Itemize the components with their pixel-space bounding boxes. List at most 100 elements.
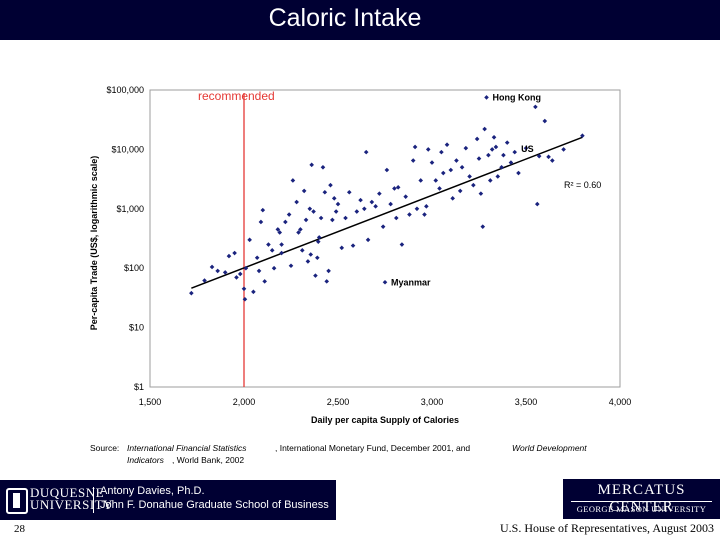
data-point (243, 265, 249, 271)
data-point (315, 255, 320, 261)
data-point (388, 201, 393, 207)
data-point (279, 242, 284, 247)
data-point (476, 156, 482, 161)
data-point (407, 212, 412, 217)
data-point (454, 158, 459, 163)
y-tick-label: $100,000 (106, 85, 144, 95)
data-point (501, 152, 506, 158)
mercatus-name: MERCATUS CENTER (597, 482, 686, 515)
x-tick-label: 4,000 (609, 397, 632, 407)
data-point (403, 194, 408, 199)
data-point (339, 245, 345, 251)
data-point (335, 201, 341, 207)
school-name: John F. Donahue Graduate School of Busin… (100, 499, 329, 511)
logo-divider (93, 487, 94, 513)
data-point (247, 237, 252, 243)
data-point (311, 209, 316, 214)
data-point (536, 153, 542, 159)
x-tick-label: 2,500 (327, 397, 350, 407)
footer-credit: U.S. House of Representatives, August 20… (500, 521, 714, 535)
reference-line-label: recommended (198, 89, 275, 103)
y-tick-label: $1 (134, 382, 144, 392)
data-point (474, 136, 480, 142)
data-point (393, 215, 399, 221)
data-point (422, 212, 427, 217)
data-point (459, 164, 465, 170)
data-point (480, 224, 486, 229)
data-point (369, 199, 375, 205)
data-point (303, 217, 309, 223)
data-point (309, 162, 314, 168)
author-name: Antony Davies, Ph.D. (100, 485, 205, 497)
data-point (251, 289, 256, 295)
data-point (395, 185, 401, 190)
data-point (489, 147, 495, 152)
data-point (412, 144, 418, 150)
data-point (308, 252, 314, 257)
x-tick-label: 3,000 (421, 397, 444, 407)
data-point (392, 186, 397, 191)
data-point (546, 154, 551, 160)
data-point (277, 230, 283, 235)
data-point (380, 224, 386, 229)
data-point (457, 188, 463, 194)
data-point (382, 279, 388, 285)
data-point (410, 158, 416, 163)
data-point (333, 209, 339, 214)
data-point (467, 174, 472, 179)
source-publication-wdi: World Development (512, 443, 587, 453)
data-point (354, 209, 360, 214)
data-point (226, 253, 232, 259)
x-tick-label: 1,500 (139, 397, 162, 407)
y-tick-label: $1,000 (116, 204, 144, 214)
data-point (433, 178, 439, 183)
data-point (260, 207, 266, 213)
data-point (328, 182, 333, 188)
data-point (232, 250, 237, 256)
data-point (484, 95, 489, 100)
data-point (550, 158, 555, 163)
data-point (275, 227, 281, 232)
point-annotation: Myanmar (391, 277, 431, 287)
mercatus-divider (571, 501, 712, 502)
data-point (429, 160, 435, 165)
x-tick-label: 3,500 (515, 397, 538, 407)
data-point (294, 199, 299, 205)
data-point (318, 215, 324, 221)
point-annotation: US (521, 144, 534, 154)
source-publication-ifs: International Financial Statistics (127, 443, 247, 453)
y-tick-label: $100 (124, 263, 144, 273)
data-point (399, 242, 405, 247)
data-point (444, 142, 450, 147)
data-point (279, 250, 284, 256)
gmu-name: GEORGE MASON UNIVERSITY (576, 504, 707, 514)
point-annotation: Hong Kong (493, 92, 542, 102)
duquesne-name: DUQUESNE UNIVERSITY (30, 485, 113, 512)
x-axis-label: Daily per capita Supply of Calories (311, 415, 459, 425)
data-point (491, 134, 497, 140)
data-point (478, 191, 484, 196)
data-point (542, 118, 548, 124)
data-point (346, 189, 352, 195)
source-prefix: Source: (90, 443, 120, 453)
data-point (363, 149, 369, 155)
data-point (298, 227, 303, 232)
data-point (516, 170, 521, 176)
data-point (222, 270, 228, 275)
x-tick-label: 2,000 (233, 397, 256, 407)
data-point (512, 149, 518, 155)
data-point (495, 174, 501, 179)
data-point (269, 248, 275, 253)
y-tick-label: $10 (129, 323, 144, 333)
data-point (499, 164, 504, 170)
data-point (320, 164, 326, 170)
slide-number: 28 (14, 523, 25, 535)
data-point (215, 268, 220, 274)
mercatus-logo: MERCATUS CENTER GEORGE MASON UNIVERSITY (563, 479, 720, 519)
data-point (241, 286, 247, 292)
trend-line (191, 136, 583, 289)
data-point (307, 206, 313, 212)
data-point (350, 243, 356, 248)
title-bar (0, 0, 720, 40)
